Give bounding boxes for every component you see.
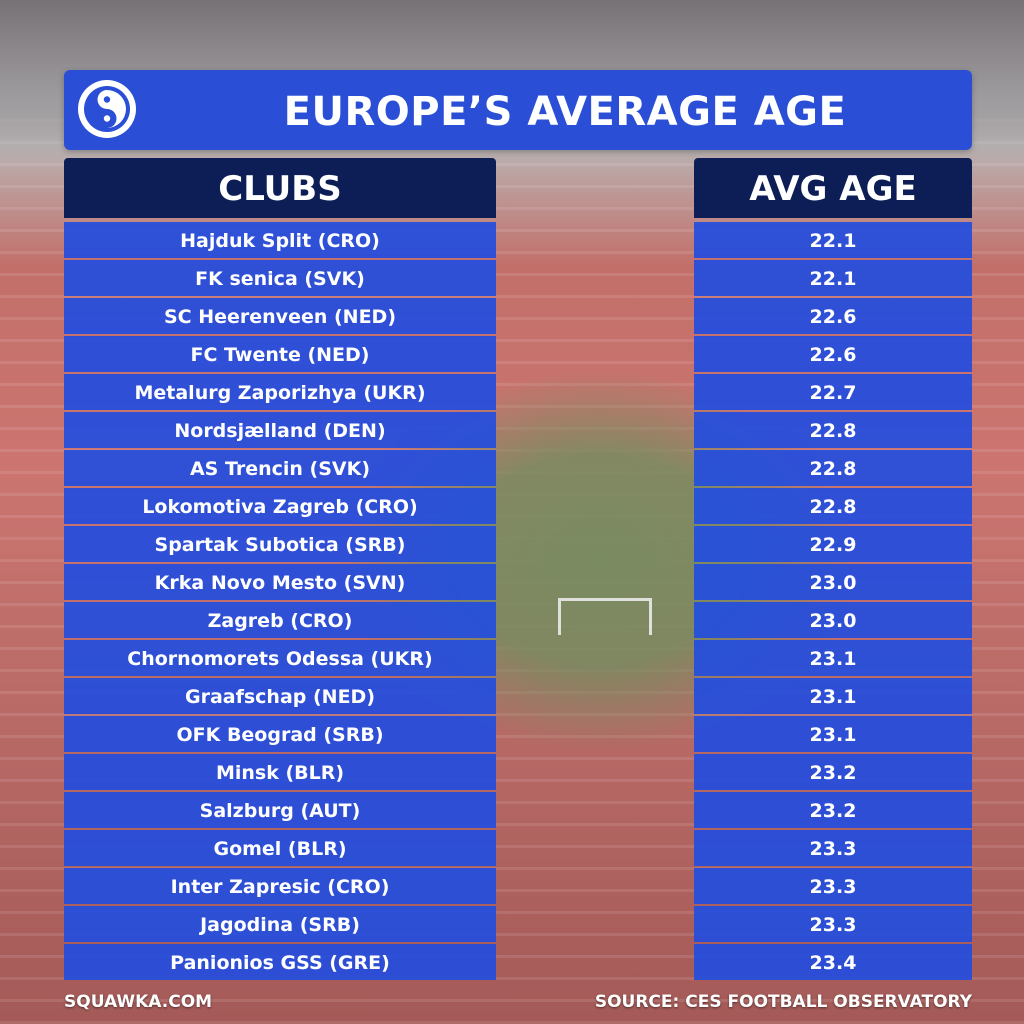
- avg-age-column-header: AVG AGE: [694, 158, 972, 218]
- club-cell: Zagreb (CRO): [64, 602, 496, 638]
- footer-site: SQUAWKA.COM: [64, 992, 213, 1012]
- club-cell: Krka Novo Mesto (SVN): [64, 564, 496, 600]
- club-cell: Minsk (BLR): [64, 754, 496, 790]
- club-cell: Nordsjælland (DEN): [64, 412, 496, 448]
- club-cell: AS Trencin (SVK): [64, 450, 496, 486]
- club-cell: OFK Beograd (SRB): [64, 716, 496, 752]
- avg-age-cell: 22.8: [694, 450, 972, 486]
- club-cell: FC Twente (NED): [64, 336, 496, 372]
- title-bar: [64, 70, 972, 150]
- avg-age-cell: 23.1: [694, 640, 972, 676]
- club-cell: Graafschap (NED): [64, 678, 496, 714]
- club-cell: Metalurg Zaporizhya (UKR): [64, 374, 496, 410]
- club-cell: FK senica (SVK): [64, 260, 496, 296]
- avg-age-cell: 22.6: [694, 298, 972, 334]
- avg-age-cell: 23.2: [694, 792, 972, 828]
- avg-age-cell: 22.1: [694, 222, 972, 258]
- avg-age-cell: 22.9: [694, 526, 972, 562]
- club-cell: Inter Zapresic (CRO): [64, 868, 496, 904]
- club-cell: Hajduk Split (CRO): [64, 222, 496, 258]
- page-title: EUROPE’S AVERAGE AGE: [283, 89, 847, 135]
- club-cell: Lokomotiva Zagreb (CRO): [64, 488, 496, 524]
- avg-age-cell: 23.1: [694, 716, 972, 752]
- avg-age-cell: 23.4: [694, 944, 972, 980]
- club-cell: Gomel (BLR): [64, 830, 496, 866]
- clubs-column-header: CLUBS: [64, 158, 496, 218]
- club-cell: Salzburg (AUT): [64, 792, 496, 828]
- clubs-column: Hajduk Split (CRO) FK senica (SVK) SC Heer…: [64, 222, 496, 982]
- avg-age-cell: 23.2: [694, 754, 972, 790]
- avg-age-cell: 22.6: [694, 336, 972, 372]
- avg-age-cell: 22.8: [694, 412, 972, 448]
- avg-age-column: 22.1 22.1 22.6 22.6 22.7 22.8 22.8 22.8 22.9 23.0…: [694, 222, 972, 982]
- footer-source: SOURCE: CES FOOTBALL OBSERVATORY: [594, 992, 972, 1012]
- avg-age-cell: 22.1: [694, 260, 972, 296]
- avg-age-cell: 22.7: [694, 374, 972, 410]
- club-cell: Panionios GSS (GRE): [64, 944, 496, 980]
- avg-age-cell: 23.3: [694, 906, 972, 942]
- club-cell: Chornomorets Odessa (UKR): [64, 640, 496, 676]
- club-cell: Jagodina (SRB): [64, 906, 496, 942]
- avg-age-cell: 23.3: [694, 868, 972, 904]
- avg-age-cell: 23.1: [694, 678, 972, 714]
- squawka-logo-icon: [78, 80, 136, 138]
- avg-age-cell: 23.0: [694, 564, 972, 600]
- goal-frame: [558, 598, 652, 635]
- club-cell: SC Heerenveen (NED): [64, 298, 496, 334]
- avg-age-cell: 23.0: [694, 602, 972, 638]
- avg-age-cell: 23.3: [694, 830, 972, 866]
- avg-age-cell: 22.8: [694, 488, 972, 524]
- club-cell: Spartak Subotica (SRB): [64, 526, 496, 562]
